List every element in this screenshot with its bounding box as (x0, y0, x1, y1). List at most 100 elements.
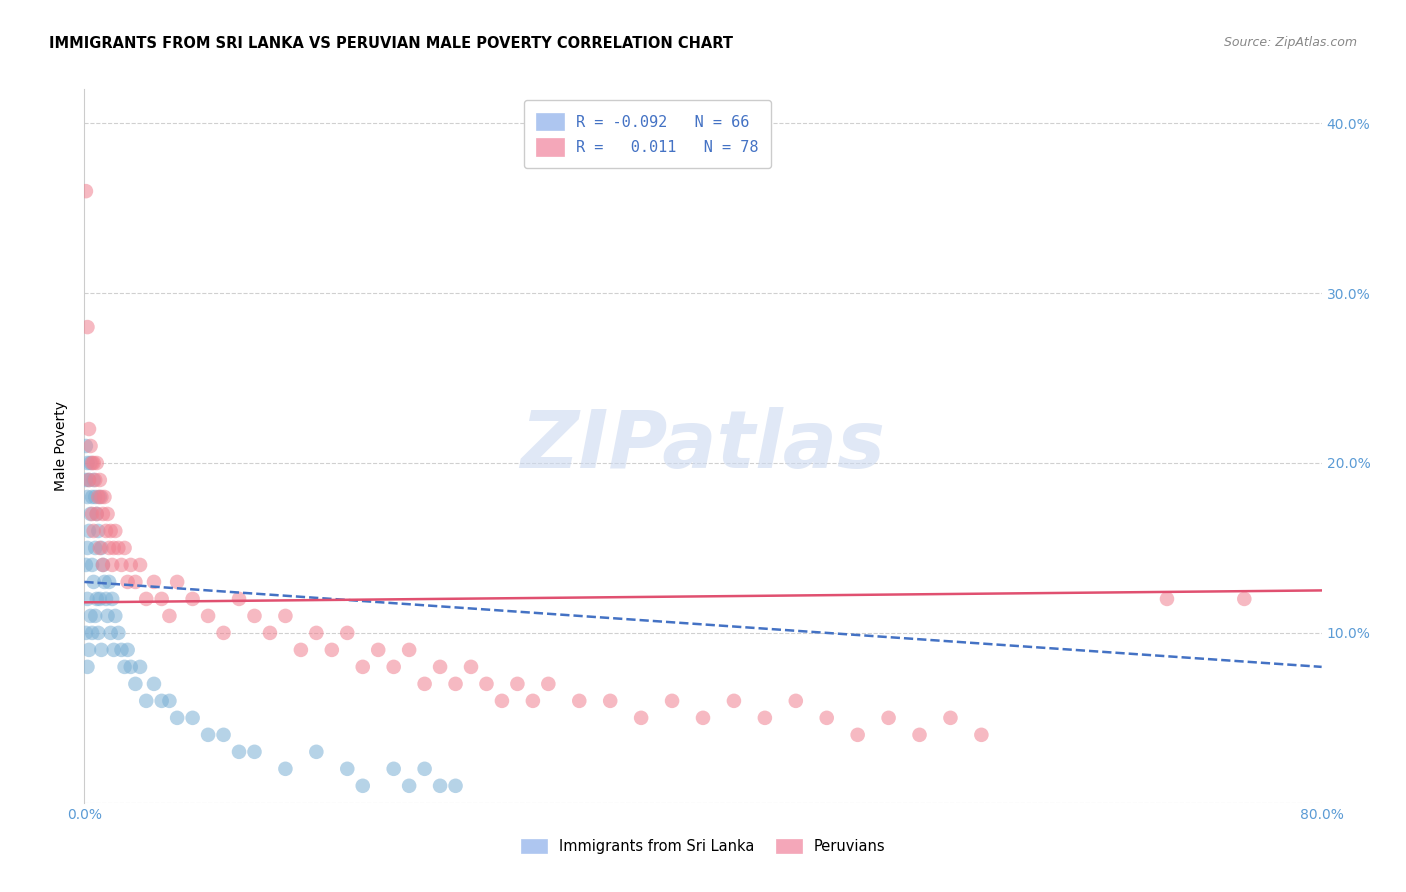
Point (274, 762, 297, 776)
Point (84, 473, 107, 487)
Point (120, 660, 142, 674)
Point (124, 677, 146, 691)
Point (104, 524, 127, 538)
Point (181, 711, 204, 725)
Point (197, 728, 219, 742)
Point (124, 574, 146, 589)
Point (90, 541, 112, 555)
Point (398, 779, 420, 793)
Point (90, 490, 112, 504)
Point (506, 677, 529, 691)
Point (150, 694, 173, 708)
Point (692, 711, 714, 725)
Point (86, 507, 108, 521)
Point (181, 591, 204, 606)
Point (444, 677, 467, 691)
Point (413, 677, 436, 691)
Point (76, 591, 98, 606)
Point (79, 507, 101, 521)
Point (93, 574, 115, 589)
Point (846, 728, 869, 742)
Point (336, 762, 359, 776)
Point (110, 643, 132, 657)
Point (77, 473, 100, 487)
Point (444, 779, 467, 793)
Point (908, 728, 931, 742)
Point (114, 541, 136, 555)
Point (429, 660, 451, 674)
Point (91, 558, 114, 572)
Point (96, 608, 118, 623)
Point (107, 626, 129, 640)
Point (103, 541, 125, 555)
Point (1156, 591, 1178, 606)
Point (120, 558, 142, 572)
Point (243, 608, 266, 623)
Point (243, 745, 266, 759)
Point (76, 320, 98, 334)
Point (89, 490, 111, 504)
Point (135, 591, 157, 606)
Point (76, 490, 98, 504)
Point (460, 660, 482, 674)
Point (77, 524, 100, 538)
Point (290, 643, 312, 657)
Point (75, 473, 97, 487)
Point (398, 643, 420, 657)
Point (75, 184, 97, 198)
Text: Source: ZipAtlas.com: Source: ZipAtlas.com (1223, 36, 1357, 49)
Point (117, 574, 139, 589)
Point (110, 558, 132, 572)
Point (382, 762, 405, 776)
Point (83, 473, 105, 487)
Point (661, 694, 683, 708)
Point (83, 524, 105, 538)
Point (336, 626, 359, 640)
Point (101, 591, 124, 606)
Point (754, 711, 776, 725)
Point (82, 558, 104, 572)
Point (522, 694, 544, 708)
Point (321, 643, 343, 657)
Point (274, 608, 297, 623)
Point (382, 660, 405, 674)
Point (352, 779, 374, 793)
Point (107, 541, 129, 555)
Point (114, 660, 136, 674)
Point (100, 626, 122, 640)
Point (429, 779, 451, 793)
Point (159, 694, 180, 708)
Point (305, 626, 328, 640)
Point (150, 591, 173, 606)
Point (104, 608, 127, 623)
Point (75, 626, 97, 640)
Y-axis label: Male Poverty: Male Poverty (55, 401, 69, 491)
Point (143, 677, 166, 691)
Point (94, 524, 117, 538)
Point (117, 643, 139, 657)
Point (815, 711, 838, 725)
Point (367, 643, 389, 657)
Point (79, 439, 101, 453)
Text: ZIPatlas: ZIPatlas (520, 407, 886, 485)
Point (1233, 591, 1256, 606)
Point (939, 711, 962, 725)
Point (94, 591, 117, 606)
Point (76, 541, 98, 555)
Point (166, 574, 188, 589)
Point (599, 694, 621, 708)
Point (86, 456, 108, 470)
Point (143, 574, 166, 589)
Point (100, 524, 122, 538)
Point (877, 711, 900, 725)
Point (228, 591, 250, 606)
Point (212, 626, 235, 640)
Point (75, 439, 97, 453)
Point (84, 608, 107, 623)
Point (76, 456, 98, 470)
Point (228, 745, 250, 759)
Point (76, 660, 98, 674)
Point (101, 558, 124, 572)
Point (785, 694, 807, 708)
Point (413, 762, 436, 776)
